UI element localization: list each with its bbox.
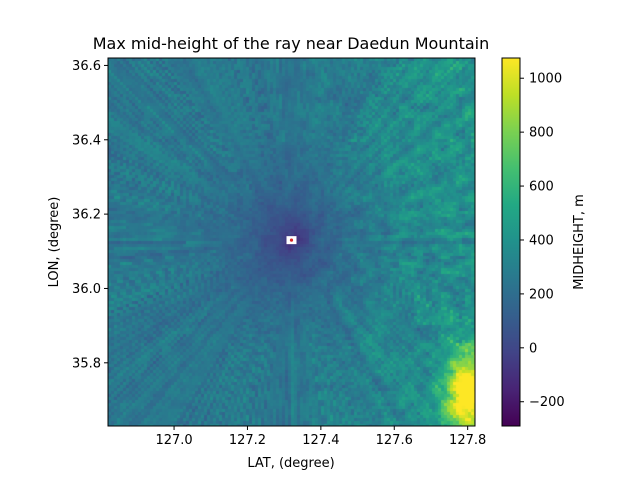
colorbar-tick-label: 200 bbox=[529, 287, 554, 302]
marker-point bbox=[289, 238, 294, 242]
x-tick-label: 127.6 bbox=[376, 433, 413, 448]
x-axis-label: LAT, (degree) bbox=[247, 456, 334, 471]
plot-frame bbox=[107, 57, 476, 427]
colorbar-tick-label: −200 bbox=[529, 395, 565, 410]
colorbar-ticks: −200 0 200 400 600 800 1000 bbox=[520, 72, 565, 410]
y-axis-label: LON, (degree) bbox=[47, 197, 62, 288]
colorbar-tick-label: 0 bbox=[529, 341, 537, 356]
x-tick-label: 127.4 bbox=[302, 433, 339, 448]
marker-layer bbox=[286, 236, 297, 245]
colorbar-label: MIDHEIGHT, m bbox=[572, 194, 587, 290]
x-tick-label: 127.8 bbox=[449, 433, 486, 448]
x-tick-label: 127.0 bbox=[155, 433, 192, 448]
y-tick-label: 36.6 bbox=[72, 59, 101, 74]
x-tick-label: 127.2 bbox=[229, 433, 266, 448]
chart-title: Max mid-height of the ray near Daedun Mo… bbox=[93, 34, 489, 53]
colorbar-frame bbox=[501, 57, 521, 427]
y-tick-label: 36.4 bbox=[72, 133, 101, 148]
y-tick-label: 36.2 bbox=[72, 208, 101, 223]
colorbar: −200 0 200 400 600 800 1000 bbox=[501, 57, 565, 427]
y-tick-label: 35.8 bbox=[72, 356, 101, 371]
y-axis: 35.8 36.0 36.2 36.4 36.6 bbox=[72, 59, 108, 371]
colorbar-tick-label: 800 bbox=[529, 126, 554, 141]
y-tick-label: 36.0 bbox=[72, 282, 101, 297]
x-axis: 127.0 127.2 127.4 127.6 127.8 bbox=[155, 426, 486, 448]
colorbar-tick-label: 600 bbox=[529, 180, 554, 195]
colorbar-gradient bbox=[502, 58, 520, 426]
colorbar-tick-label: 400 bbox=[529, 233, 554, 248]
colorbar-tick-label: 1000 bbox=[529, 72, 562, 87]
